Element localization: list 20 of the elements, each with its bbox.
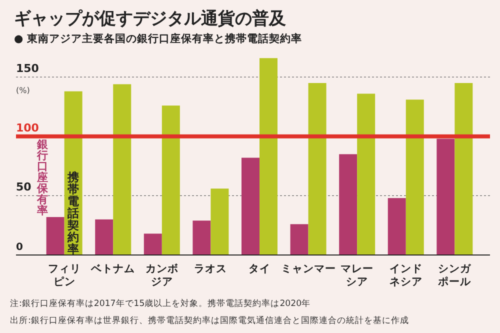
x-tick-label: インドネシア <box>389 263 422 288</box>
x-tick-label: シンガポール <box>437 263 472 288</box>
text: 出所:銀行口座保有率は世界銀行、携帯電話契約率は国際電気通信連合と国際連合の統計を基に作成 <box>10 315 409 326</box>
y-tick-label: 0 <box>16 242 23 253</box>
y-tick-label: 100 <box>16 121 40 134</box>
x-tick-label: タイ <box>248 263 270 275</box>
x-tick-label: ミャンマー <box>280 263 336 275</box>
x-tick-label: カンボジア <box>145 263 178 288</box>
text: 注:銀行口座保有率は2017年で15歳以上を対象。携帯電話契約率は2020年 <box>10 298 311 309</box>
y-tick-label: 50 <box>16 180 32 194</box>
y-axis-title: (%) <box>16 86 30 96</box>
y-tick-label: 150 <box>16 62 40 76</box>
series-label: 携帯電話契約率 <box>66 170 80 256</box>
x-tick-label: マレーシア <box>340 263 374 288</box>
x-tick-label: ラオス <box>194 263 228 275</box>
text: ● 東南アジア主要各国の銀行口座保有率と携帯電話契約率 <box>14 32 302 45</box>
x-tick-label: フィリピン <box>48 263 81 288</box>
series-label: 銀行口座保有率 <box>36 138 49 218</box>
text: ギャップが促すデジタル通貨の普及 <box>14 8 287 29</box>
x-tick-label: ベトナム <box>90 263 136 275</box>
